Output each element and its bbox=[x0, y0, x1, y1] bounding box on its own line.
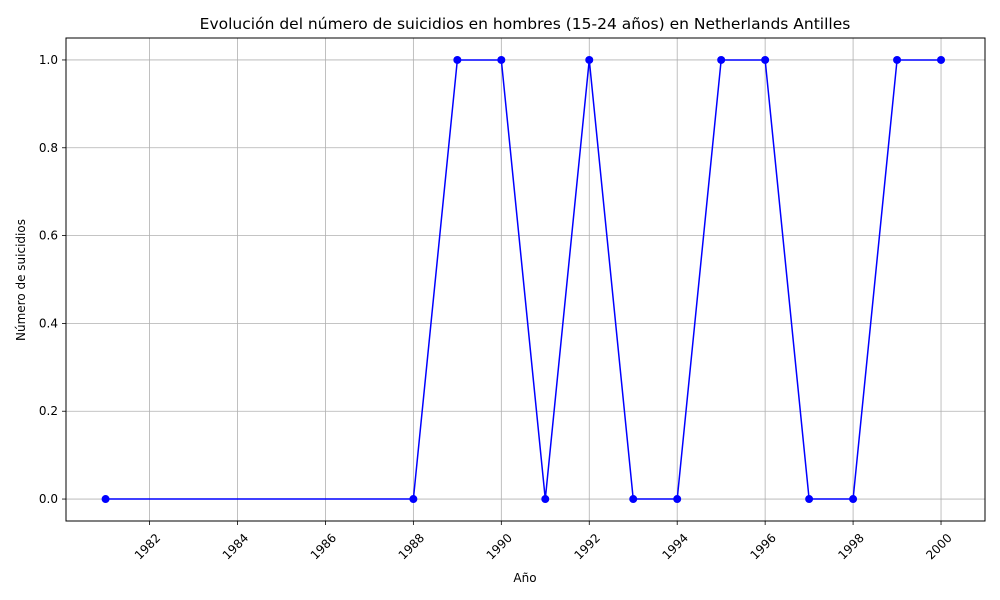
series-layer bbox=[101, 55, 946, 504]
data-point bbox=[453, 55, 462, 64]
data-point bbox=[541, 495, 550, 504]
chart-title: Evolución del número de suicidios en hom… bbox=[200, 15, 851, 33]
plot-frame bbox=[65, 37, 986, 522]
data-point bbox=[101, 495, 110, 504]
data-point bbox=[761, 55, 770, 64]
data-point bbox=[497, 55, 506, 64]
y-tick-label: 0.2 bbox=[39, 404, 58, 418]
y-tick-label: 0.8 bbox=[39, 141, 58, 155]
data-point bbox=[673, 495, 682, 504]
data-point bbox=[585, 55, 594, 64]
y-tick-label: 1.0 bbox=[39, 53, 58, 67]
y-tick-label: 0.6 bbox=[39, 229, 58, 243]
data-point bbox=[629, 495, 638, 504]
y-tick-label: 0.4 bbox=[39, 316, 58, 330]
data-point bbox=[805, 495, 814, 504]
data-point bbox=[717, 55, 726, 64]
data-point bbox=[409, 495, 418, 504]
y-tick-label: 0.0 bbox=[39, 492, 58, 506]
data-point bbox=[849, 495, 858, 504]
series-line bbox=[105, 59, 942, 500]
data-point bbox=[893, 55, 902, 64]
y-axis-ticks: 0.0 0.2 0.4 0.6 0.8 1.0 bbox=[39, 53, 66, 506]
x-axis-label: Año bbox=[513, 571, 536, 585]
y-axis-label: Número de suicidios bbox=[14, 219, 28, 341]
data-point bbox=[937, 55, 946, 64]
